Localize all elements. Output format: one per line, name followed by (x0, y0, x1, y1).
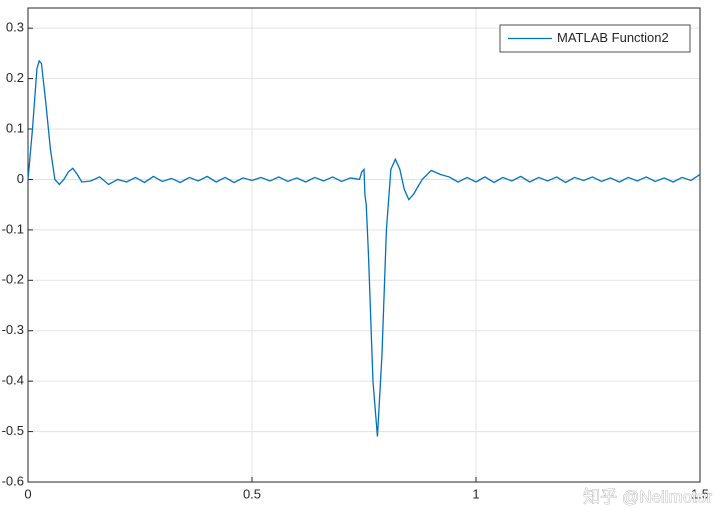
x-tick-label: 0 (24, 486, 31, 501)
y-tick-label: 0 (17, 171, 24, 186)
x-tick-label: 1.5 (691, 486, 709, 501)
axes-box (27, 7, 701, 483)
y-tick-label: -0.4 (2, 373, 24, 388)
y-tick-label: 0.1 (6, 120, 24, 135)
y-tick-label: 0.2 (6, 70, 24, 85)
y-tick-label: -0.3 (2, 322, 24, 337)
x-tick-label: 0.5 (243, 486, 261, 501)
y-tick-label: -0.5 (2, 423, 24, 438)
legend-label: MATLAB Function2 (557, 30, 669, 45)
y-tick-label: -0.6 (2, 473, 24, 488)
y-tick-label: -0.2 (2, 272, 24, 287)
x-tick-label: 1 (472, 486, 479, 501)
y-tick-label: 0.3 (6, 20, 24, 35)
y-tick-label: -0.1 (2, 221, 24, 236)
watermark: 知乎 @Neilmotor (583, 487, 712, 506)
line (27, 59, 701, 437)
